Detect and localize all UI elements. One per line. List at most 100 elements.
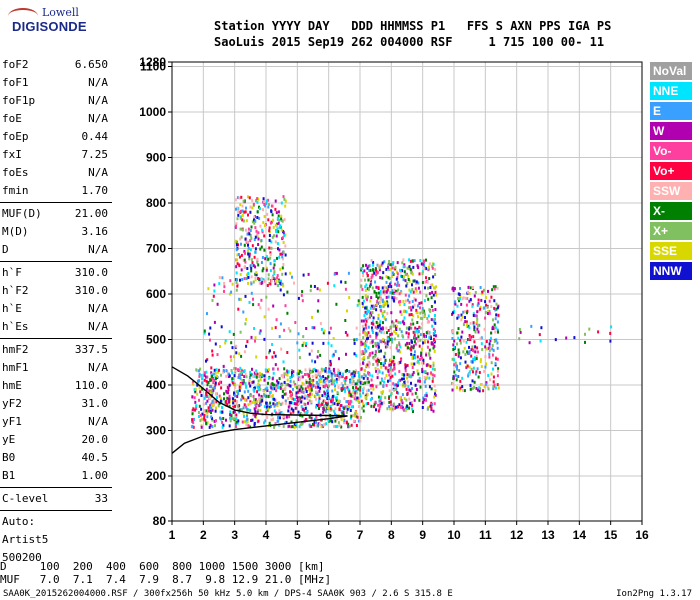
echo-point	[423, 398, 426, 402]
echo-point	[395, 289, 398, 293]
echo-point	[282, 195, 285, 199]
echo-point	[538, 333, 541, 337]
echo-point	[453, 339, 456, 343]
echo-point	[322, 399, 325, 403]
echo-point	[214, 424, 216, 428]
echo-point	[231, 377, 234, 381]
echo-point	[383, 376, 386, 380]
echo-point	[237, 210, 240, 214]
echo-point	[399, 345, 402, 349]
echo-point	[297, 332, 300, 336]
echo-point	[427, 314, 430, 318]
echo-point	[224, 339, 227, 343]
echo-point	[588, 327, 591, 331]
echo-point	[484, 355, 487, 359]
echo-point	[380, 330, 383, 334]
echo-point	[367, 402, 370, 405]
echo-point	[494, 317, 497, 321]
echo-point	[287, 327, 290, 331]
echo-point	[323, 384, 326, 388]
echo-point	[456, 386, 459, 390]
echo-point	[405, 310, 408, 314]
echo-point	[483, 327, 486, 331]
echo-point	[401, 393, 404, 397]
echo-point	[254, 219, 257, 223]
echo-point	[205, 401, 208, 405]
legend-item-xplus: X+	[650, 222, 692, 240]
echo-point	[466, 364, 469, 368]
echo-point	[210, 411, 212, 414]
echo-point	[281, 272, 284, 276]
echo-point	[362, 299, 365, 303]
echo-point	[423, 370, 426, 374]
echo-point	[460, 318, 463, 322]
echo-point	[370, 259, 373, 262]
echo-point	[609, 331, 612, 335]
echo-point	[385, 301, 388, 305]
echo-point	[268, 229, 271, 233]
echo-point	[408, 406, 411, 410]
echo-point	[335, 396, 338, 400]
echo-point	[407, 385, 410, 388]
echo-point	[344, 377, 347, 381]
echo-point	[406, 373, 409, 377]
echo-point	[339, 372, 341, 376]
echo-point	[265, 201, 268, 205]
echo-point	[411, 283, 413, 287]
echo-point	[370, 391, 373, 395]
echo-point	[241, 218, 244, 222]
echo-point	[410, 345, 413, 349]
echo-point	[471, 304, 474, 308]
echo-point	[382, 339, 385, 343]
echo-point	[192, 382, 195, 386]
param-name: foE	[2, 112, 22, 125]
echo-point	[218, 382, 220, 386]
echo-point	[261, 230, 264, 234]
echo-point	[208, 332, 211, 336]
echo-point	[371, 396, 374, 400]
echo-point	[269, 269, 272, 273]
echo-point	[432, 377, 434, 381]
echo-point	[366, 298, 368, 302]
echo-point	[459, 294, 462, 298]
echo-point	[412, 344, 415, 348]
echo-point	[347, 405, 350, 408]
echo-point	[417, 359, 420, 363]
echo-point	[364, 333, 367, 337]
echo-point	[398, 379, 401, 383]
echo-point	[343, 415, 346, 419]
echo-point	[198, 372, 201, 376]
echo-point	[203, 329, 206, 333]
echo-point	[484, 365, 487, 369]
echo-point	[369, 279, 372, 283]
echo-point	[366, 393, 369, 397]
echo-point	[404, 343, 407, 347]
echo-point	[422, 341, 424, 345]
echo-point	[466, 350, 469, 354]
echo-point	[211, 298, 214, 302]
echo-point	[294, 384, 297, 388]
echo-point	[243, 369, 246, 373]
echo-point	[282, 415, 285, 419]
param-value: N/A	[88, 302, 108, 315]
echo-point	[384, 396, 387, 400]
echo-point	[488, 345, 491, 349]
echo-point	[273, 263, 276, 267]
param-separator	[0, 338, 112, 339]
echo-point	[487, 374, 490, 377]
echo-point	[468, 299, 471, 303]
echo-point	[421, 367, 424, 371]
echo-point	[305, 342, 308, 345]
echo-point	[372, 304, 375, 308]
echo-point	[396, 349, 399, 353]
echo-point	[435, 285, 438, 289]
echo-point	[253, 218, 255, 222]
echo-point	[456, 375, 459, 378]
echo-point	[235, 413, 238, 417]
echo-point	[253, 371, 256, 375]
echo-point	[348, 390, 351, 394]
echo-point	[408, 327, 411, 331]
echo-point	[377, 403, 380, 407]
echo-point	[340, 280, 343, 284]
echo-point	[382, 401, 385, 405]
